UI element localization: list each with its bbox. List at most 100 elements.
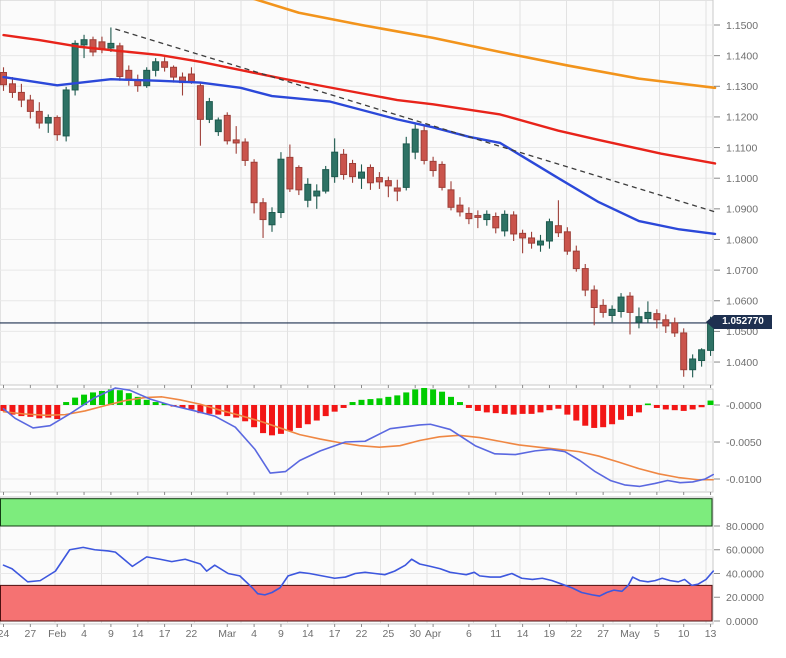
macd-histogram-bar (555, 405, 562, 409)
macd-histogram-bar (27, 405, 34, 417)
candle-body (295, 166, 303, 191)
candle-body (599, 304, 607, 313)
macd-axis-label: -0.0100 (726, 474, 762, 486)
macd-histogram-bar (179, 405, 186, 408)
macd-histogram-bar (680, 405, 687, 411)
candle-body (313, 190, 321, 197)
macd-histogram-bar (609, 405, 616, 425)
candle-body (125, 69, 133, 81)
date-axis-label: May (620, 628, 641, 640)
macd-histogram-bar (698, 405, 705, 408)
date-axis-label: 17 (159, 628, 171, 640)
macd-histogram-bar (537, 405, 544, 413)
macd-histogram-bar (653, 405, 660, 408)
candle-body (17, 91, 25, 101)
candle-body (214, 119, 222, 133)
candle-body (384, 180, 392, 187)
macd-histogram-bar (242, 405, 249, 422)
candle-body (358, 171, 365, 179)
candle-body (528, 237, 536, 244)
macd-histogram-bar (403, 392, 410, 405)
date-axis-label: 14 (132, 628, 144, 640)
date-axis-label: 25 (383, 628, 395, 640)
date-axis-label: 27 (25, 628, 37, 640)
candle-body (501, 213, 509, 232)
candle-body (170, 66, 178, 78)
candle-body (537, 240, 544, 246)
macd-histogram-bar (18, 405, 25, 417)
macd-histogram-bar (340, 405, 347, 408)
candle-body (116, 45, 124, 77)
current-price-label: 1.052770 (722, 316, 764, 327)
macd-histogram-bar (421, 387, 428, 405)
macd-histogram-bar (394, 395, 401, 405)
oversold-zone (0, 584, 713, 622)
macd-histogram-bar (98, 390, 105, 405)
macd-histogram-bar (376, 398, 383, 405)
date-axis-label: Feb (48, 628, 66, 640)
candle-body (152, 61, 160, 71)
oscillator-axis-label: 80.0000 (726, 521, 764, 533)
candle-body (635, 316, 643, 323)
candle-body (223, 114, 231, 142)
candle-body (483, 213, 491, 221)
candle-body (322, 169, 330, 192)
candle-body (653, 313, 661, 321)
macd-histogram-bar (116, 390, 123, 405)
macd-histogram-bar (161, 403, 168, 406)
candle-body (492, 216, 500, 229)
macd-histogram-bar (546, 405, 553, 411)
candle-body (187, 73, 195, 83)
macd-histogram-bar (54, 405, 61, 420)
macd-histogram-bar (313, 405, 320, 421)
date-axis-label: 11 (490, 628, 501, 640)
macd-axis-label: -0.0000 (726, 400, 762, 412)
price-axis-label: 1.1600 (726, 0, 758, 1)
oscillator-axis-label: 40.0000 (726, 568, 764, 580)
candle-body (671, 322, 679, 334)
macd-histogram-bar (618, 405, 625, 420)
candle-body (411, 128, 419, 153)
macd-histogram-bar (358, 399, 365, 405)
date-axis-label: 4 (251, 628, 257, 640)
price-axis-label: 1.1100 (726, 142, 757, 154)
date-axis-label: 14 (517, 628, 529, 640)
date-axis-label: 13 (705, 628, 717, 640)
macd-signal-line (2, 396, 715, 481)
macd-histogram-bar (152, 402, 159, 405)
date-axis-label: 9 (278, 628, 284, 640)
price-axis-label: 1.0800 (726, 234, 758, 246)
candle-body (680, 332, 688, 371)
sma-blue-line (2, 75, 717, 236)
date-axis-label: 24 (0, 628, 9, 640)
candle-body (143, 69, 151, 87)
candle-body (286, 156, 294, 190)
macd-histogram-bar (474, 405, 481, 411)
candle-body (393, 187, 401, 192)
candle-body (474, 215, 482, 218)
macd-histogram-bar (233, 405, 240, 418)
main-price-panel[interactable] (0, 0, 714, 386)
macd-histogram-bar (501, 405, 508, 414)
macd-histogram-bar (107, 389, 114, 405)
trendline-dashed (115, 28, 716, 213)
macd-histogram-bar (707, 400, 714, 405)
candle-body (465, 212, 473, 220)
macd-histogram-bar (331, 405, 338, 412)
oscillator-axis-label: 20.0000 (726, 592, 764, 604)
macd-histogram-bar (519, 405, 526, 414)
macd-histogram-bar (671, 405, 678, 411)
macd-axis-label: -0.0050 (726, 437, 762, 449)
date-axis-label: 22 (570, 628, 582, 640)
date-axis-label: 22 (356, 628, 368, 640)
price-axis-label: 1.0400 (726, 357, 758, 369)
macd-histogram-bar (286, 405, 293, 431)
candle-body (250, 161, 258, 204)
current-price-badge: 1.052770 (706, 315, 772, 329)
macd-histogram-bar (304, 405, 311, 425)
candle-body (590, 289, 598, 309)
candle-body (438, 163, 446, 188)
price-axis-label: 1.0500 (726, 326, 758, 338)
